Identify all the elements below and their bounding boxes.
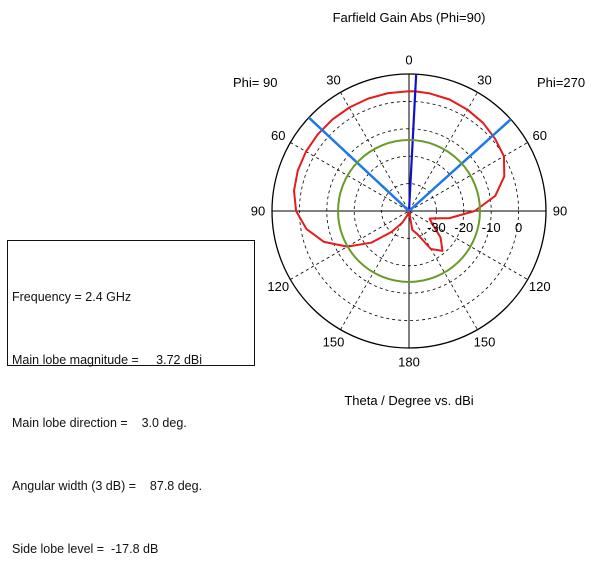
- spoke-120: [290, 142, 528, 280]
- angle-tick-0: 0: [405, 53, 412, 68]
- angle-tick-90: 90: [553, 204, 567, 219]
- angle-tick-330: 30: [326, 73, 340, 88]
- spoke-30: [340, 92, 478, 330]
- polar-chart: Farfield Gain Abs (Phi=90) Phi= 90 Phi=2…: [233, 10, 585, 408]
- radial-tick-m30: -30: [427, 220, 446, 235]
- side-lobe-level-text: Side lobe level = -17.8 dB: [12, 542, 159, 556]
- angle-tick-240: 120: [267, 279, 289, 294]
- angle-tick-180: 180: [398, 355, 420, 370]
- angle-tick-210: 150: [323, 334, 345, 349]
- radial-tick-m20: -20: [454, 220, 473, 235]
- side-lobe-circle: [337, 139, 481, 283]
- angle-tick-30: 30: [477, 73, 491, 88]
- beamwidth-line-1: [307, 116, 410, 212]
- main-lobe-line: [407, 74, 418, 212]
- tick-labels: 0 30 60 90 120 150 180 150 120 90 60 30 -30 -20 -10 0: [251, 53, 567, 370]
- main-lobe-magnitude-text: Main lobe magnitude = 3.72 dBi: [12, 353, 203, 367]
- frequency-text: Frequency = 2.4 GHz: [12, 290, 132, 304]
- angle-tick-300: 60: [271, 128, 285, 143]
- angular-width-text: Angular width (3 dB) = 87.8 deg.: [12, 479, 203, 493]
- angle-tick-270: 90: [251, 204, 265, 219]
- spoke-150: [340, 92, 478, 330]
- phi-label-left: Phi= 90: [233, 75, 277, 90]
- x-axis-label: Theta / Degree vs. dBi: [344, 393, 473, 408]
- angle-tick-60: 60: [533, 128, 547, 143]
- spoke-60: [290, 142, 528, 280]
- series-layer: [293, 74, 512, 283]
- angle-tick-120: 120: [529, 279, 551, 294]
- polar-grid: [271, 73, 547, 349]
- chart-title: Farfield Gain Abs (Phi=90): [333, 10, 486, 25]
- radial-tick-0: 0: [515, 220, 522, 235]
- phi-label-right: Phi=270: [537, 75, 585, 90]
- beamwidth-line-2: [408, 118, 512, 212]
- main-lobe-direction-text: Main lobe direction = 3.0 deg.: [12, 416, 187, 430]
- angle-tick-150: 150: [474, 334, 496, 349]
- antenna-info-box: Frequency = 2.4 GHz Main lobe magnitude …: [7, 240, 255, 556]
- radial-tick-m10: -10: [482, 220, 501, 235]
